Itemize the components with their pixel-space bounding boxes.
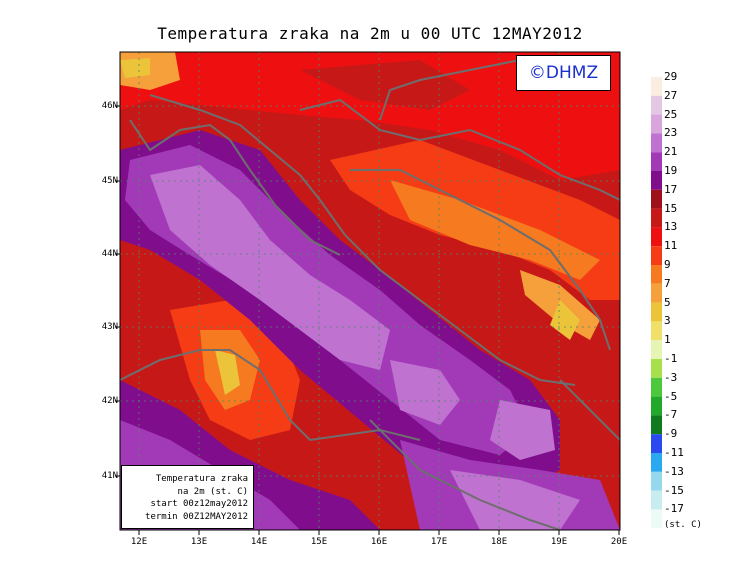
y-tick-label: 43N	[101, 322, 118, 332]
legend-swatch	[651, 246, 662, 265]
x-tick-label: 19E	[550, 537, 568, 547]
info-line: Temperatura zraka	[155, 474, 248, 484]
legend-unit: (st. C)	[664, 520, 702, 530]
legend-label: -15	[664, 483, 684, 497]
y-tick-label: 44N	[101, 249, 118, 259]
legend-swatch	[651, 152, 662, 171]
legend-label: 11	[664, 239, 678, 253]
legend-swatch	[651, 171, 662, 190]
legend-label: 21	[664, 145, 678, 159]
legend-swatch	[651, 340, 662, 359]
legend-label: -1	[664, 352, 678, 365]
legend-swatch	[651, 208, 662, 228]
x-tick-label: 12E	[130, 537, 148, 547]
legend-label: 23	[664, 126, 678, 140]
x-tick-label: 16E	[370, 537, 388, 547]
legend-swatch	[651, 283, 662, 303]
map-field	[120, 52, 620, 530]
y-tick-label: 46N	[101, 101, 118, 111]
x-tick-label: 17E	[430, 537, 448, 547]
legend-swatch	[651, 133, 662, 153]
legend-swatch	[651, 434, 662, 453]
legend-label: 17	[664, 182, 678, 196]
map-title: Temperatura zraka na 2m u 00 UTC 12MAY20…	[157, 24, 583, 43]
legend-label: 3	[664, 314, 671, 328]
legend-swatch	[651, 359, 662, 378]
x-tick-label: 13E	[190, 537, 208, 547]
legend-swatch	[651, 77, 662, 96]
legend-swatch	[651, 509, 662, 529]
info-box: Temperatura zraka na 2m (st. C) start 00…	[121, 465, 254, 529]
legend-label: 13	[664, 220, 678, 234]
copyright-badge: ©DHMZ	[516, 55, 611, 91]
legend-label: 5	[664, 295, 671, 309]
legend-label: -3	[664, 370, 678, 384]
legend-label: -5	[664, 389, 678, 403]
x-tick-label: 18E	[490, 537, 508, 547]
legend-label: 19	[664, 164, 678, 177]
info-line: na 2m (st. C)	[177, 486, 248, 497]
legend-swatch	[651, 377, 662, 397]
map-frame	[119, 51, 621, 531]
legend-swatch	[651, 95, 662, 115]
y-tick-label: 42N	[101, 396, 118, 406]
legend-swatch	[651, 396, 662, 416]
legend-swatch	[651, 227, 662, 247]
info-line: start 00z12may2012	[150, 499, 248, 509]
legend-swatch	[651, 302, 662, 322]
legend-swatch	[651, 490, 662, 510]
legend-swatch	[651, 321, 662, 341]
legend-label: -17	[664, 502, 684, 516]
legend-swatch	[651, 265, 662, 284]
legend-label: 27	[664, 88, 678, 102]
legend-swatch	[651, 189, 662, 209]
legend-label: -7	[664, 408, 678, 422]
info-line: termin 00Z12MAY2012	[145, 511, 248, 522]
x-tick-label: 20E	[610, 537, 628, 547]
y-tick-label: 41N	[101, 471, 118, 481]
x-tick-label: 15E	[310, 537, 328, 547]
legend-label: 15	[664, 201, 678, 215]
y-tick-label: 45N	[101, 176, 118, 186]
legend-label: 1	[664, 333, 671, 347]
x-tick-label: 14E	[250, 537, 268, 547]
legend-label: -9	[664, 427, 678, 441]
legend-colorbar	[651, 77, 662, 529]
legend-swatch	[651, 415, 662, 435]
legend-label: 7	[664, 276, 671, 290]
legend-swatch	[651, 453, 662, 472]
legend-swatch	[651, 114, 662, 134]
legend-label: 9	[664, 258, 671, 271]
legend-label: -13	[664, 464, 684, 478]
legend-label: 29	[664, 70, 678, 83]
legend-label: 25	[664, 107, 678, 121]
legend-label: -11	[664, 446, 684, 459]
legend-swatch	[651, 471, 662, 491]
